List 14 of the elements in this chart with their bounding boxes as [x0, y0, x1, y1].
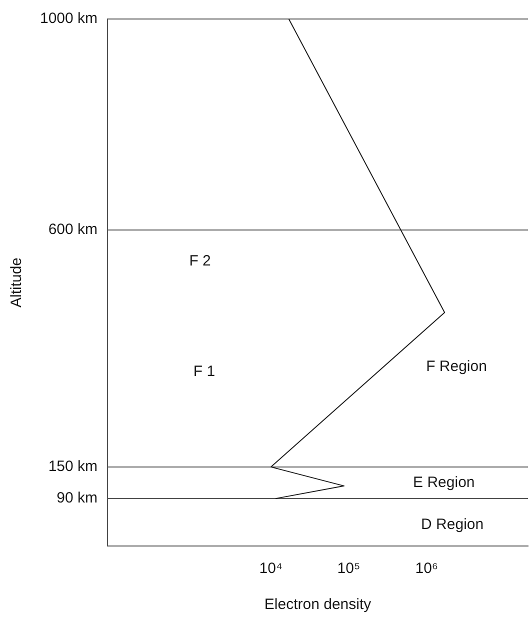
annotation: F 2 [189, 252, 211, 270]
annotation: E Region [413, 474, 475, 491]
y-tick-label: 150 km [48, 458, 98, 476]
x-tick-label: 10⁴ [259, 560, 282, 578]
x-axis-title: Electron density [264, 596, 372, 614]
y-tick-label: 90 km [56, 490, 98, 507]
x-tick-label: 10⁶ [415, 560, 438, 578]
y-axis-title: Altitude [8, 257, 26, 308]
annotation: F 1 [193, 363, 216, 380]
x-tick-label: 10⁵ [337, 560, 360, 578]
annotation: F Region [426, 358, 487, 375]
y-tick-label: 1000 km [40, 10, 98, 28]
annotation: D Region [421, 516, 484, 534]
y-tick-label: 600 km [48, 220, 98, 238]
